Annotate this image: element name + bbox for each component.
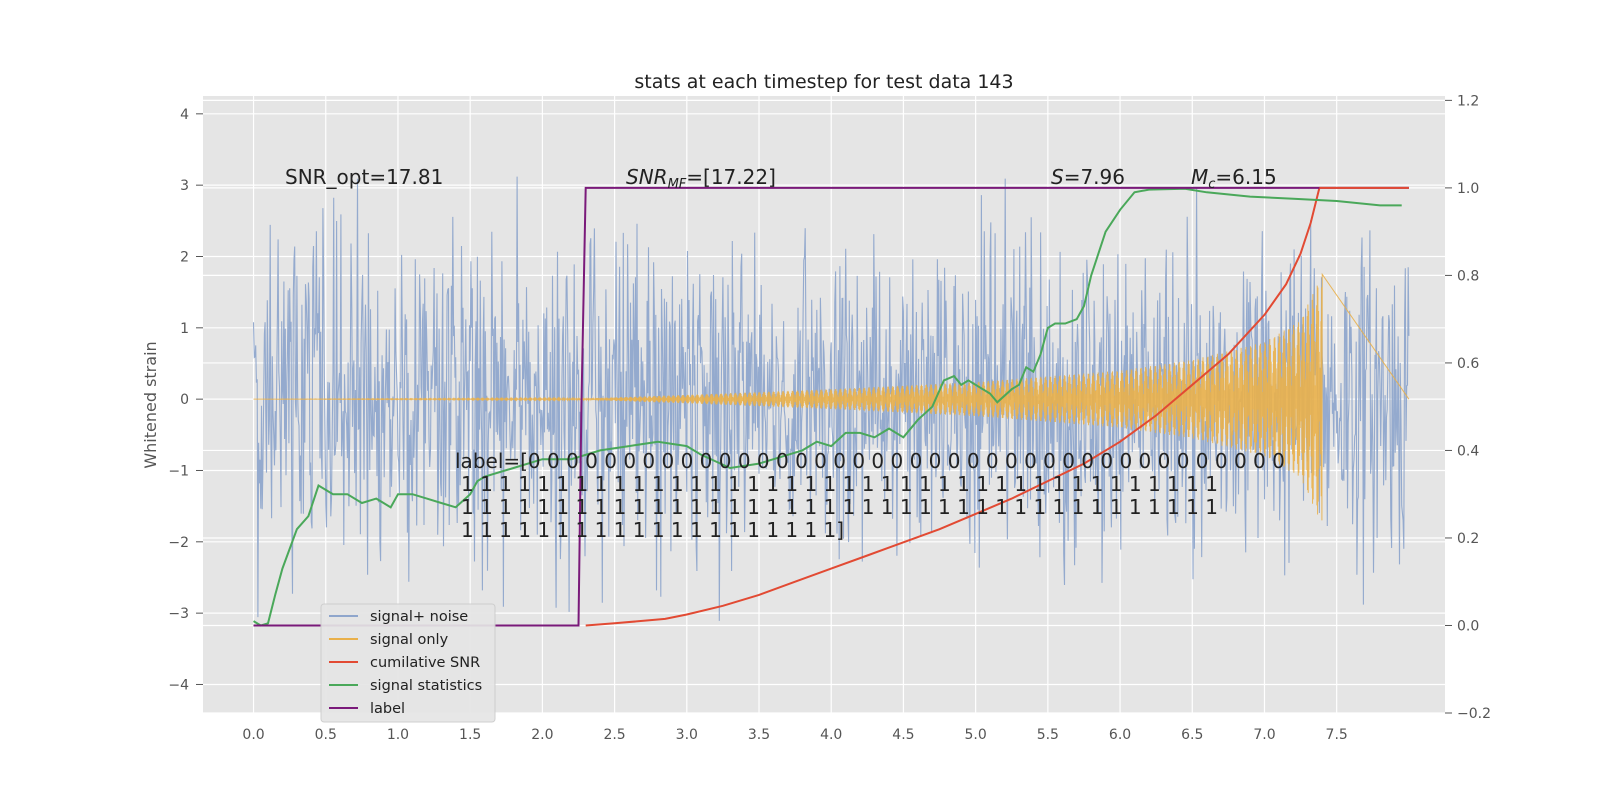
x-tick-label: 7.5 xyxy=(1326,727,1348,743)
x-tick-label: 0.5 xyxy=(315,727,337,743)
ticks-layer: 0.0 0.5 1.0 1.5 2.0 2.5 3.0 3.5 4.0 4.5 5.0 5.5 6.0 6… xyxy=(168,93,1491,743)
y-left-tick-label: 1 xyxy=(180,321,189,337)
x-tick-label: 2.0 xyxy=(531,727,553,743)
x-tick-label: 1.5 xyxy=(459,727,481,743)
x-tick-label: 4.5 xyxy=(892,727,914,743)
legend-label-signal: signal only xyxy=(370,632,449,648)
series-label xyxy=(253,186,1409,627)
y-left-tick-label: 3 xyxy=(180,178,189,194)
x-tick-label: 2.5 xyxy=(603,727,625,743)
line-series-layer xyxy=(252,186,1409,627)
x-tick-label: 5.5 xyxy=(1037,727,1059,743)
legend: signal+ noise signal only cumilative SNR… xyxy=(320,603,496,723)
y-right-tick-label: −0.2 xyxy=(1457,706,1491,722)
chart-title: stats at each timestep for test data 143 xyxy=(634,71,1013,93)
y-right-tick-label: 0.0 xyxy=(1457,618,1479,634)
noise-series xyxy=(252,176,1410,621)
snr-mf-symbol: SNR xyxy=(626,165,668,189)
y-left-tick-label: −3 xyxy=(168,606,189,622)
y-left-tick-label: 4 xyxy=(180,107,189,123)
signal-only-series xyxy=(253,272,1410,521)
y-left-tick-label: −1 xyxy=(168,463,189,479)
legend-label-statistics: signal statistics xyxy=(370,678,482,694)
annotation-label-line-4: 1 1 1 1 1 1 1 1 1 1 1 1 1 1 1 1 1 1 1 1] xyxy=(461,518,844,542)
y-left-tick-label: 2 xyxy=(180,249,189,265)
series-signal-plus-noise xyxy=(252,176,1410,621)
mc-symbol: M xyxy=(1191,165,1208,189)
annotation-mc: Mc=6.15 xyxy=(1191,165,1277,192)
x-tick-label: 0.0 xyxy=(242,727,264,743)
x-tick-label: 7.0 xyxy=(1253,727,1275,743)
s-symbol: S xyxy=(1051,165,1064,189)
y-left-tick-label: −2 xyxy=(168,535,189,551)
series-cumulative-snr xyxy=(585,187,1321,627)
annotation-label-line-1: label=[0 0 0 0 0 0 0 0 0 0 0 0 0 0 0 0 0… xyxy=(455,449,1285,473)
annotation-s: S=7.96 xyxy=(1051,165,1125,189)
annotation-label-line-3: 1 1 1 1 1 1 1 1 1 1 1 1 1 1 1 1 1 1 1 1 … xyxy=(461,495,1218,519)
annotation-snr-opt: SNR_opt=17.81 xyxy=(285,165,443,189)
x-tick-label: 3.0 xyxy=(676,727,698,743)
y-right-tick-label: 0.6 xyxy=(1457,356,1479,372)
y-right-tick-label: 0.8 xyxy=(1457,268,1479,284)
x-tick-label: 3.5 xyxy=(748,727,770,743)
y-right-tick-label: 0.2 xyxy=(1457,531,1479,547)
legend-label-noise: signal+ noise xyxy=(370,609,468,625)
snr-mf-subscript: MF xyxy=(668,177,687,192)
y-axis-label: Whitened strain xyxy=(141,341,160,468)
y-right-tick-label: 1.2 xyxy=(1457,93,1479,109)
legend-label-cumulative-snr: cumilative SNR xyxy=(370,655,480,671)
x-tick-label: 1.0 xyxy=(387,727,409,743)
mc-subscript: c xyxy=(1208,177,1215,192)
x-tick-label: 4.0 xyxy=(820,727,842,743)
y-left-tick-label: −4 xyxy=(168,677,189,693)
y-right-tick-label: 0.4 xyxy=(1457,443,1479,459)
x-tick-label: 5.0 xyxy=(965,727,987,743)
snr-mf-value: =[17.22] xyxy=(686,165,776,189)
legend-label-label: label xyxy=(370,701,405,717)
x-tick-label: 6.5 xyxy=(1181,727,1203,743)
mc-value: =6.15 xyxy=(1215,165,1276,189)
y-right-tick-label: 1.0 xyxy=(1457,181,1479,197)
series-signal-statistics xyxy=(252,187,1402,627)
x-tick-label: 6.0 xyxy=(1109,727,1131,743)
annotation-label-line-2: 1 1 1 1 1 1 1 1 1 1 1 1 1 1 1 1 1 1 1 1 … xyxy=(461,472,1218,496)
legend-box xyxy=(320,603,496,723)
s-value: =7.96 xyxy=(1064,165,1125,189)
series-signal-only xyxy=(253,272,1410,521)
y-left-tick-label: 0 xyxy=(180,392,189,408)
annotation-snr-mf: SNRMF=[17.22] xyxy=(626,165,776,192)
